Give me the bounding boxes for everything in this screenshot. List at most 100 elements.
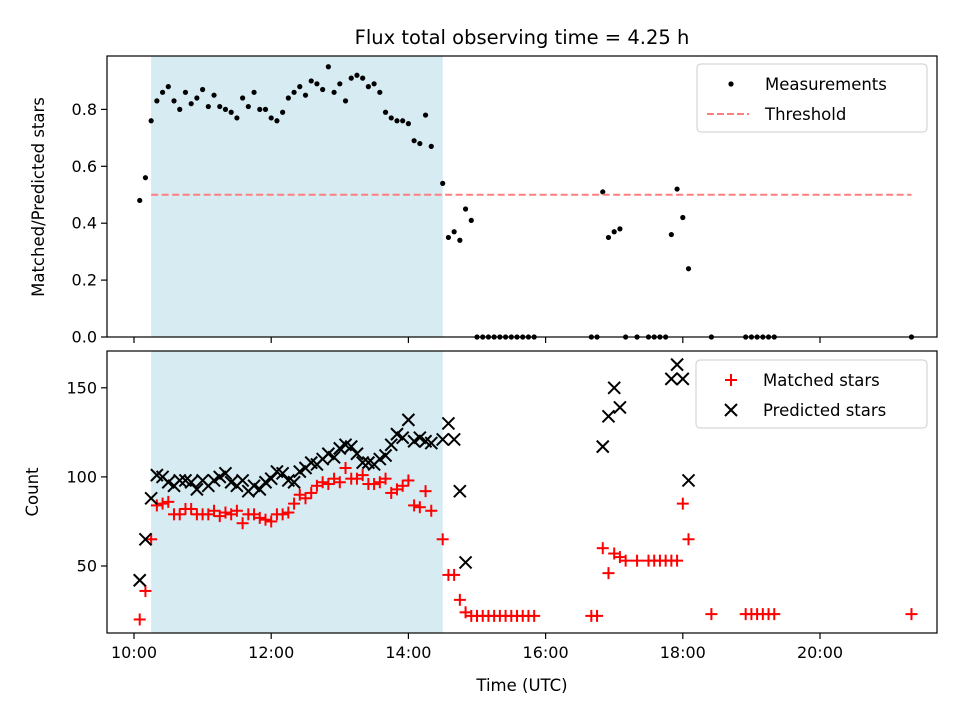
- measurement-point: [240, 95, 246, 101]
- matched-stars-point: [448, 568, 461, 581]
- x-tick-label: 10:00: [111, 643, 157, 662]
- measurement-point: [411, 138, 417, 144]
- top-panel-frame: [106, 55, 938, 338]
- matched-stars-point: [133, 613, 146, 626]
- legend-predicted-stars-label: Predicted stars: [763, 401, 886, 420]
- matched-stars-point: [396, 479, 409, 492]
- matched-stars-point: [356, 469, 369, 482]
- top-panel: 0.00.20.40.60.8 Matched/Predicted stars …: [29, 55, 938, 347]
- predicted-stars-point: [670, 357, 684, 372]
- measurement-point: [251, 89, 257, 95]
- measurement-point: [348, 75, 354, 81]
- measurement-point: [382, 109, 389, 115]
- y-tick-label: 0.4: [72, 214, 97, 233]
- matched-stars-point: [671, 554, 684, 567]
- y-tick-label: 0.2: [72, 271, 97, 290]
- x-tick-label: 12:00: [248, 643, 294, 662]
- y-tick-label: 0.0: [72, 328, 97, 347]
- bottom-panel-frame: [106, 350, 938, 634]
- legend-matched-stars-marker: [725, 374, 737, 386]
- predicted-stars-point: [173, 473, 187, 488]
- measurement-point: [405, 121, 411, 127]
- measurement-point: [468, 217, 474, 223]
- predicted-stars-point: [601, 409, 616, 424]
- measurement-point: [308, 78, 314, 84]
- matched-stars-point: [139, 584, 152, 597]
- x-tick-label: 18:00: [660, 643, 706, 662]
- measurement-point: [428, 143, 434, 149]
- measurement-point: [674, 186, 680, 192]
- measurement-point: [222, 106, 229, 112]
- top-panel-legend: Measurements Threshold: [696, 63, 928, 133]
- x-tick-label: 14:00: [385, 643, 431, 662]
- matched-stars-point: [288, 497, 301, 510]
- measurement-point: [182, 89, 189, 95]
- legend-matched-stars-label: Matched stars: [763, 371, 880, 390]
- matched-stars-point: [259, 513, 272, 526]
- measurement-point: [354, 72, 360, 78]
- matched-stars-point: [230, 504, 243, 517]
- measurement-point: [262, 106, 269, 112]
- predicted-stars-point: [350, 447, 364, 461]
- matched-stars-point: [425, 504, 438, 517]
- measurement-point: [217, 103, 223, 110]
- measurement-point: [154, 98, 160, 104]
- matched-stars-point: [305, 486, 318, 499]
- measurement-point: [285, 95, 291, 101]
- matched-stars-point: [185, 502, 198, 515]
- matched-stars-point: [408, 499, 421, 512]
- predicted-stars-point: [401, 413, 416, 427]
- measurement-point: [200, 86, 206, 93]
- measurement-point: [314, 81, 320, 87]
- matched-stars-point: [253, 511, 266, 524]
- measurement-point: [600, 189, 606, 195]
- measurement-point: [668, 231, 674, 238]
- matched-stars-point: [339, 461, 352, 474]
- measurement-point: [371, 81, 377, 87]
- y-tick-label: 0.8: [72, 100, 97, 119]
- y-tick-label: 50: [77, 557, 97, 576]
- measurement-point: [394, 118, 400, 124]
- measurement-point: [365, 84, 371, 90]
- bottom-panel-y-axis-label: Count: [23, 467, 42, 517]
- matched-stars-point: [596, 542, 609, 555]
- matched-stars-point: [276, 508, 289, 521]
- x-tick-label: 20:00: [797, 643, 843, 662]
- predicted-stars-point: [327, 450, 341, 465]
- predicted-stars-point: [287, 475, 301, 489]
- matched-stars-point: [265, 515, 278, 528]
- predicted-stars-point: [424, 436, 438, 450]
- measurement-point: [445, 234, 452, 241]
- measurement-point: [137, 197, 143, 204]
- matched-stars-point: [333, 476, 346, 489]
- measurement-point: [457, 237, 463, 243]
- matched-stars-point: [436, 533, 449, 546]
- measurement-point: [611, 229, 617, 235]
- predicted-stars-point: [395, 430, 410, 445]
- measurement-point: [417, 140, 423, 147]
- measurement-point: [337, 81, 343, 87]
- measurement-point: [422, 112, 429, 118]
- matched-stars-point: [322, 478, 335, 491]
- measurement-point: [245, 103, 251, 110]
- matched-stars-point: [905, 608, 918, 621]
- legend-threshold-label: Threshold: [764, 105, 846, 124]
- predicted-stars-point: [378, 448, 393, 463]
- matched-stars-point: [236, 517, 249, 530]
- measurement-point: [302, 92, 309, 98]
- measurement-point: [451, 229, 457, 235]
- predicted-stars-point: [607, 381, 621, 395]
- measurement-point: [268, 115, 274, 121]
- predicted-stars-point: [681, 473, 696, 488]
- matched-stars-point: [419, 485, 432, 498]
- matched-stars-point: [705, 608, 718, 621]
- predicted-stars-point: [138, 532, 153, 546]
- measurement-point: [342, 98, 349, 104]
- measurement-point: [320, 86, 326, 93]
- matched-stars-point: [208, 504, 221, 517]
- measurement-point: [297, 84, 303, 90]
- measurement-point: [377, 89, 383, 95]
- predicted-stars-point: [435, 432, 450, 447]
- measurement-point: [148, 118, 154, 124]
- matched-stars-point: [299, 492, 312, 505]
